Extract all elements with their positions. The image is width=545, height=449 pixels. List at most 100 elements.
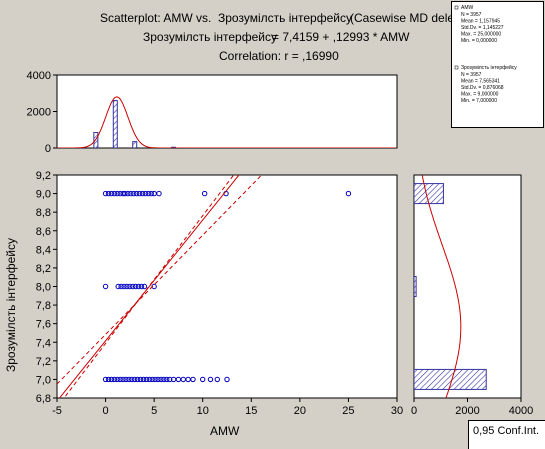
y-tick-label: 7,4 — [36, 337, 51, 349]
scatter-point — [105, 190, 112, 197]
scatter-point — [124, 283, 130, 290]
scatter-point — [102, 283, 109, 290]
stats-x-swatch — [454, 5, 459, 10]
scatter-point — [142, 190, 149, 197]
scatter-point — [145, 190, 152, 197]
top-histogram-bar — [93, 131, 99, 148]
top-normal-curve — [57, 96, 397, 148]
y-tick-label: 8,4 — [36, 244, 51, 256]
stats-x-line: Max. = 25,000000 — [461, 32, 501, 38]
y-axis-label: Зрозумілсть інтерфейсу — [4, 238, 18, 372]
x-tick-label: 20 — [294, 405, 306, 417]
y-tick-label: 6,8 — [36, 393, 51, 405]
chart-title: Scatterplot: AMW vs. Зрозумілсть інтерфе… — [100, 11, 458, 63]
title-line2-right: = 7,4159 + ,12993 * AMW — [272, 30, 410, 44]
scatter-point — [114, 190, 120, 197]
scatter-point — [141, 283, 148, 290]
right-normal-curve — [421, 175, 462, 398]
scatter-point — [161, 376, 167, 383]
x-tick-label: 5 — [151, 405, 157, 417]
scatter-point — [132, 376, 138, 383]
stats-y-line: Min. = 7,000000 — [461, 98, 497, 104]
scatter-point — [158, 376, 164, 383]
top-histogram-marks — [57, 96, 397, 148]
stats-x-name: AMW — [461, 5, 474, 11]
y-tick-label: 9,0 — [36, 189, 51, 201]
stats-y-name: Зрозумілсть інтерфейсу — [461, 64, 517, 71]
scatter-point — [190, 376, 196, 383]
right-x-tick-label: 0 — [411, 405, 417, 417]
x-tick-label: 15 — [245, 405, 257, 417]
scatter-point — [105, 376, 112, 383]
stats-y-swatch — [454, 65, 459, 70]
title-line3: Correlation: r = ,16990 — [219, 49, 339, 63]
scatter-point — [146, 376, 152, 383]
top-y-tick-label: 0 — [45, 143, 51, 155]
title-line1-right: Зрозумілсть інтерфейсу — [218, 11, 352, 25]
top-histogram-bar — [112, 100, 118, 148]
scatter-point — [127, 283, 133, 290]
y-tick-label: 7,0 — [36, 374, 51, 386]
scatter-point — [114, 376, 120, 383]
title-line2-left: Зрозумілсть інтерфейсу — [143, 30, 277, 44]
scatter-point — [123, 376, 129, 383]
y-tick-label: 7,8 — [36, 300, 51, 312]
scatter-point — [111, 376, 118, 383]
y-tick-label: 8,0 — [36, 282, 51, 294]
right-x-tick-label: 2000 — [455, 405, 479, 417]
scatter-point — [131, 190, 137, 197]
scatter-point — [117, 376, 123, 383]
scatter-point — [130, 283, 136, 290]
y-tick-label: 8,8 — [36, 207, 51, 219]
scatter-point — [201, 190, 208, 197]
scatter-point — [102, 376, 109, 383]
conf-int-label: 0,95 Conf.Int. — [468, 420, 545, 449]
title-line1-left: Scatterplot: AMW — [100, 11, 193, 25]
scatter-point — [156, 190, 162, 197]
right-histogram-bar — [414, 183, 444, 205]
stats-x-line: Mean = 1,157945 — [461, 19, 500, 25]
scatter-point — [115, 283, 121, 290]
y-tick-label: 7,6 — [36, 319, 51, 331]
title-line1-vs: vs. — [196, 11, 211, 25]
scatter-point — [148, 190, 154, 197]
x-axis-label: AMW — [210, 424, 240, 438]
scatter-frame — [56, 174, 398, 399]
scatter-point — [143, 376, 150, 383]
scatter-point — [135, 283, 142, 290]
scatter-point — [126, 376, 132, 383]
x-tick-label: 10 — [197, 405, 209, 417]
scatter-point — [207, 376, 214, 383]
axes: -5 0 5 10 15 20 25 30 6,8 7,0 7,2 7,4 7,6 7,8 8,0 8,2 8,… — [27, 70, 534, 417]
y-tick-label: 8,6 — [36, 226, 51, 238]
scatter-point — [134, 376, 141, 383]
scatter-point — [155, 376, 161, 383]
scatter-point — [128, 190, 134, 197]
scatter-point — [108, 190, 115, 197]
stats-y-line: N = 3957 — [461, 72, 482, 78]
scatter-point — [137, 376, 144, 383]
regression-line — [58, 175, 240, 398]
stats-y-line: Max. = 9,000000 — [461, 92, 499, 98]
x-tick-label: 25 — [342, 405, 354, 417]
scatter-point — [129, 376, 135, 383]
scatter-point — [345, 190, 352, 197]
title-line1-overlap: (Casewise MD delet — [350, 11, 458, 25]
scatter-point — [102, 190, 109, 197]
top-y-tick-label: 4000 — [27, 70, 51, 82]
scatter-point — [133, 190, 140, 197]
scatter-point — [111, 190, 118, 197]
stats-legend: AMW N = 3957 Mean = 1,157945 Std.Dv. = 1,1… — [451, 1, 544, 128]
x-tick-label: 0 — [103, 405, 109, 417]
y-tick-label: 9,2 — [36, 170, 51, 182]
scatter-point — [152, 376, 158, 383]
top-histogram-bar — [132, 141, 138, 148]
scatter-point — [200, 376, 206, 383]
scatter-point — [125, 190, 131, 197]
scatter-point — [139, 190, 146, 197]
stats-x-line: Std.Dv. = 1,145227 — [461, 25, 504, 31]
stats-x-line: N = 3957 — [461, 12, 482, 18]
top-y-tick-label: 2000 — [27, 107, 51, 119]
